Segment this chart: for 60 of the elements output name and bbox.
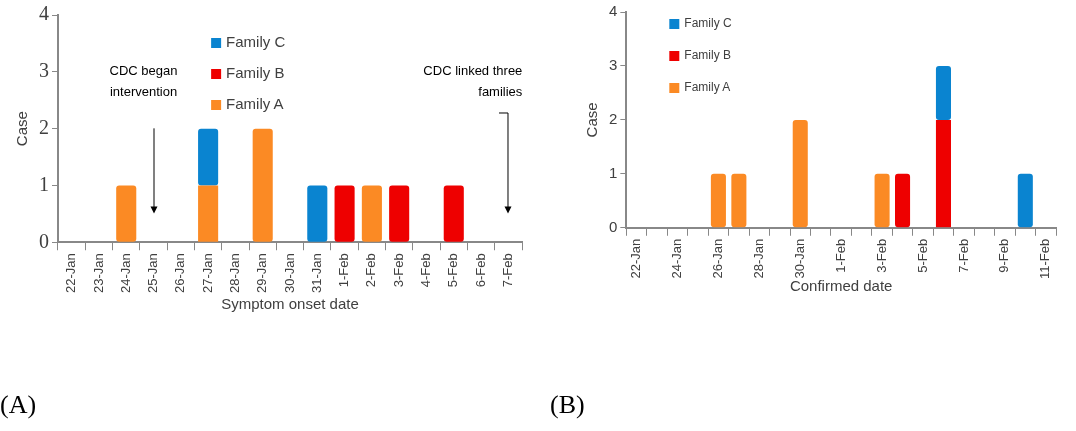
x-tick-label: 7-Feb xyxy=(499,253,515,288)
text: (B) xyxy=(550,390,585,420)
x-tick-label: 1-Feb xyxy=(832,238,848,273)
x-tick-label: 4-Feb xyxy=(418,253,434,288)
x-tick-label: 5-Feb xyxy=(914,238,930,273)
bar xyxy=(935,65,951,120)
x-tick-label: 30-Jan xyxy=(791,238,807,279)
y-axis-title: Case xyxy=(13,111,31,147)
bar xyxy=(935,119,951,228)
bar xyxy=(895,173,911,228)
legend-label: Family C xyxy=(684,16,732,31)
x-tick-label: 26-Jan xyxy=(709,238,725,279)
y-tick-label: 2 xyxy=(39,115,49,138)
y-tick-label: 2 xyxy=(609,110,618,128)
x-tick-label: 30-Jan xyxy=(281,253,297,293)
x-tick-label: 1-Feb xyxy=(336,253,352,288)
bar xyxy=(792,119,808,228)
x-axis-title: Symptom onset date xyxy=(221,295,359,313)
legend-label: Family A xyxy=(684,80,731,95)
x-tick-label: 6-Feb xyxy=(472,253,488,288)
y-tick-label: 0 xyxy=(609,217,618,235)
x-tick-label: 2-Feb xyxy=(363,253,379,288)
x-tick-label: 7-Feb xyxy=(955,238,971,273)
y-tick-label: 4 xyxy=(609,2,618,20)
x-tick-label: 24-Jan xyxy=(117,253,133,293)
legend-label: Family B xyxy=(684,48,731,63)
y-tick-label: 1 xyxy=(609,163,618,181)
text: (A) xyxy=(0,390,37,420)
y-tick-label: 1 xyxy=(39,172,49,195)
x-tick-label: 22-Jan xyxy=(63,253,79,293)
ref-line-label: CDC began intervention xyxy=(109,62,178,99)
x-tick-label: 11-Feb xyxy=(1037,238,1053,280)
x-tick-label: 22-Jan xyxy=(628,238,644,279)
bar xyxy=(710,173,726,228)
x-tick-label: 3-Feb xyxy=(873,238,889,273)
y-tick-label: 4 xyxy=(39,2,49,25)
x-tick-label: 26-Jan xyxy=(172,253,188,293)
bar xyxy=(1017,173,1033,228)
legend-label: Family A xyxy=(226,95,284,113)
legend-label: Family B xyxy=(226,64,285,82)
ref-line-label: CDC linked three families xyxy=(423,62,523,99)
y-tick-label: 0 xyxy=(39,229,49,252)
x-axis-title: Confirmed date xyxy=(789,277,893,295)
y-tick-label: 3 xyxy=(609,56,618,74)
x-tick-label: 31-Jan xyxy=(308,253,324,293)
x-tick-label: 3-Feb xyxy=(390,253,406,288)
y-tick-label: 3 xyxy=(39,59,49,82)
x-tick-label: 9-Feb xyxy=(996,238,1012,273)
x-tick-label: 27-Jan xyxy=(199,253,215,293)
x-tick-label: 28-Jan xyxy=(226,253,242,293)
legend-label: Family C xyxy=(226,33,286,51)
x-tick-label: 23-Jan xyxy=(90,253,106,293)
bar xyxy=(731,173,747,228)
y-axis-title: Case xyxy=(583,102,601,138)
x-tick-label: 24-Jan xyxy=(669,238,685,279)
x-tick-label: 28-Jan xyxy=(750,238,766,279)
x-tick-label: 29-Jan xyxy=(254,253,270,293)
x-tick-label: 5-Feb xyxy=(445,253,461,288)
x-tick-label: 25-Jan xyxy=(145,253,161,293)
bar xyxy=(874,173,890,228)
